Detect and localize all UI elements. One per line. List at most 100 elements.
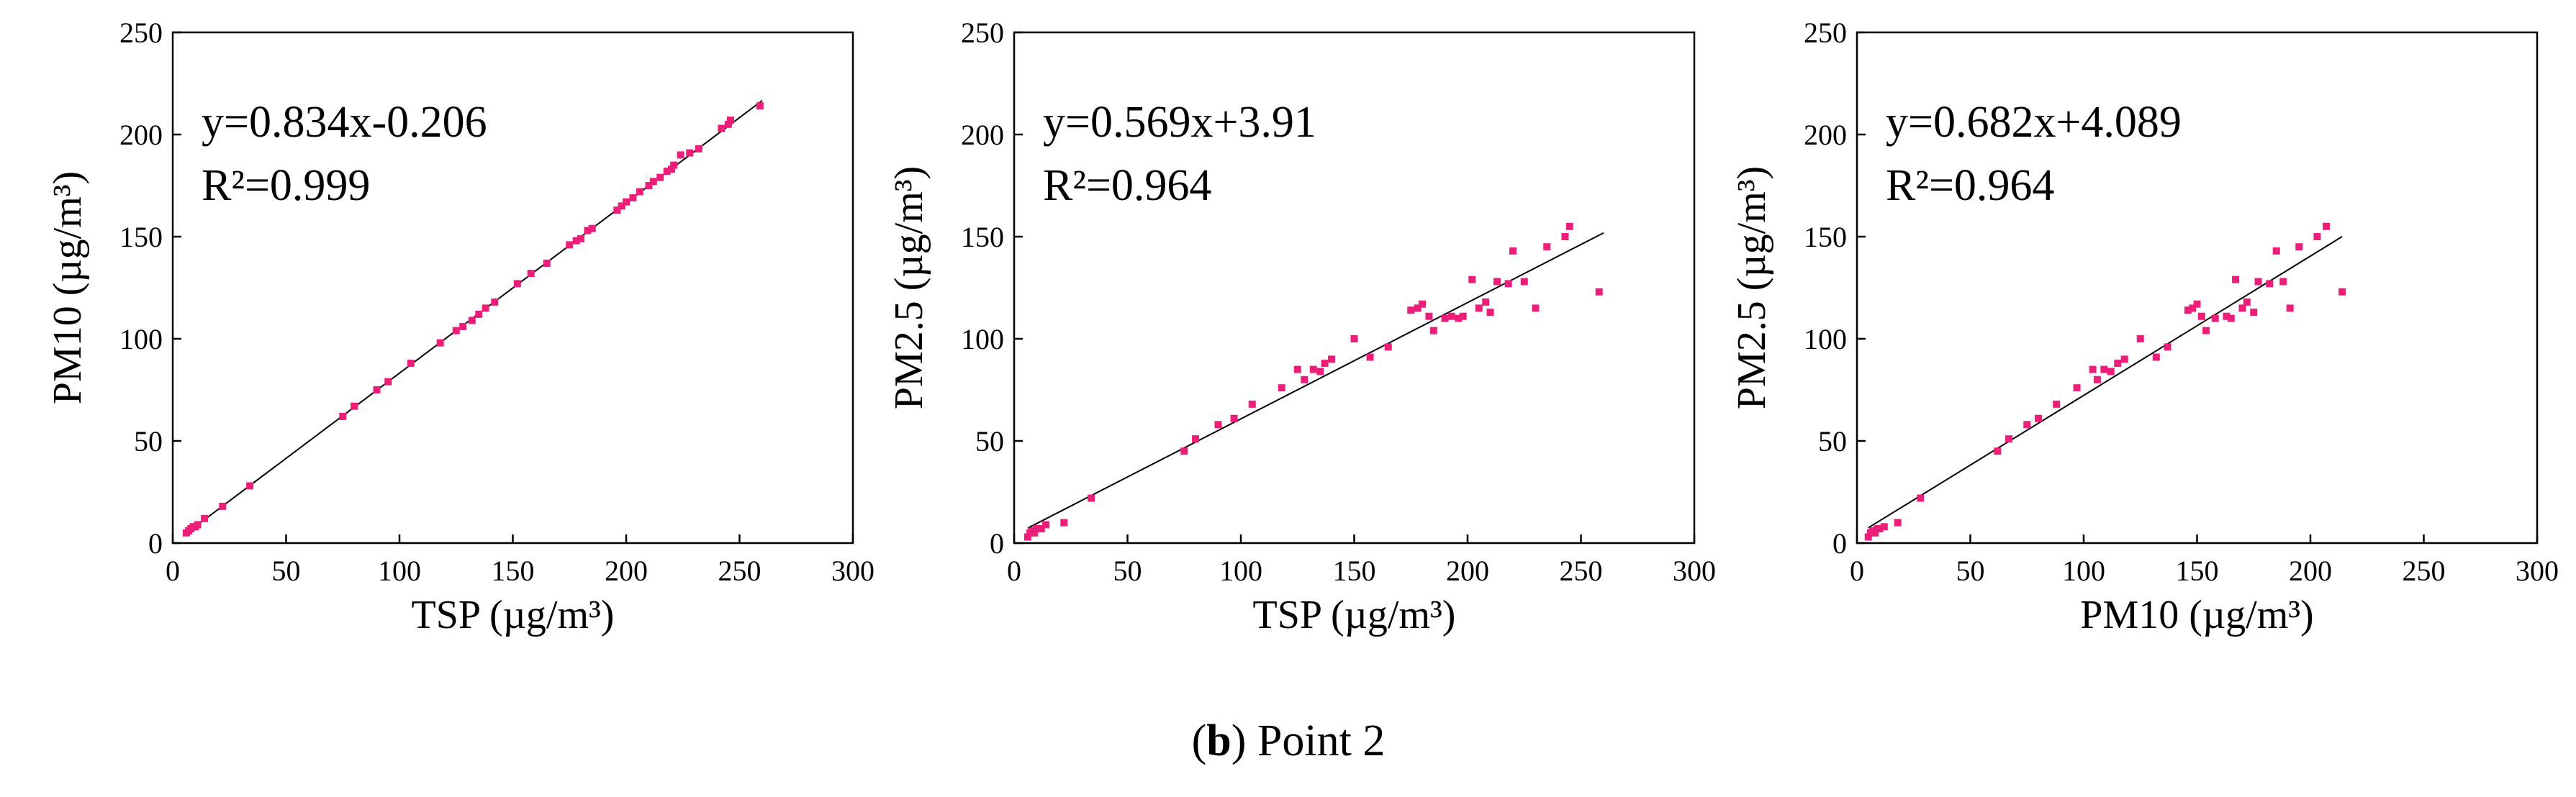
- y-tick-label: 100: [119, 323, 163, 355]
- data-point: [645, 182, 653, 189]
- regression-line: [1027, 232, 1604, 529]
- data-point: [1230, 414, 1238, 422]
- data-point: [1366, 353, 1374, 361]
- regression-equation: y=0.682x+4.089: [1886, 98, 2182, 147]
- data-point: [1309, 365, 1317, 373]
- data-point: [695, 145, 702, 152]
- x-tick-label: 100: [378, 555, 421, 587]
- data-point: [686, 149, 694, 157]
- x-tick-label: 50: [1113, 555, 1142, 587]
- r-squared-label: R²=0.999: [202, 161, 370, 210]
- x-tick-label: 250: [718, 555, 761, 587]
- data-point: [2089, 365, 2097, 373]
- data-point: [1192, 435, 1199, 443]
- data-point: [724, 120, 732, 128]
- y-axis-title: PM2.5 (µg/m³): [887, 166, 931, 409]
- x-tick-label: 300: [1673, 555, 1716, 587]
- data-point: [491, 298, 499, 306]
- data-point: [2023, 421, 2031, 429]
- data-point: [2338, 288, 2346, 296]
- data-point: [2053, 400, 2061, 408]
- x-axis-title: TSP (µg/m³): [412, 593, 615, 637]
- data-point: [1350, 335, 1358, 342]
- data-point: [1455, 314, 1463, 322]
- x-tick-label: 250: [2403, 555, 2446, 587]
- data-point: [2107, 368, 2115, 375]
- data-point: [1248, 400, 1256, 408]
- data-point: [2323, 222, 2331, 230]
- data-point: [373, 386, 381, 393]
- x-tick-label: 50: [272, 555, 301, 587]
- x-tick-label: 100: [1219, 555, 1262, 587]
- data-point: [670, 161, 678, 169]
- data-point: [2279, 278, 2287, 286]
- data-point: [452, 327, 460, 334]
- x-axis-title: TSP (µg/m³): [1253, 593, 1456, 637]
- data-point: [2120, 355, 2128, 363]
- r-squared-label: R²=0.964: [1043, 161, 1211, 210]
- y-tick-label: 0: [990, 527, 1004, 560]
- data-point: [2184, 306, 2192, 314]
- y-tick-label: 250: [119, 17, 163, 49]
- data-point: [475, 310, 483, 318]
- data-point: [201, 514, 209, 522]
- data-point: [351, 402, 358, 410]
- x-tick-label: 0: [166, 555, 180, 587]
- data-point: [1864, 533, 1872, 541]
- data-point: [2238, 304, 2246, 312]
- data-point: [2035, 414, 2042, 422]
- data-point: [1482, 298, 1490, 306]
- data-point: [339, 412, 347, 420]
- data-point: [1595, 288, 1603, 296]
- regression-equation: y=0.834x-0.206: [202, 98, 487, 147]
- data-point: [572, 237, 580, 245]
- data-point: [1180, 447, 1188, 455]
- data-point: [2093, 375, 2101, 383]
- data-point: [2193, 300, 2201, 308]
- data-point: [2005, 435, 2013, 443]
- data-point: [2286, 304, 2294, 312]
- data-point: [649, 178, 657, 186]
- x-tick-label: 200: [605, 555, 648, 587]
- data-point: [1037, 525, 1045, 533]
- data-point: [2211, 314, 2219, 322]
- data-point: [2164, 343, 2171, 351]
- data-point: [2223, 312, 2231, 320]
- r-squared-label: R²=0.964: [1886, 161, 2054, 210]
- data-point: [636, 188, 643, 196]
- chart-panel-pm10-pm25: 0 50 100 150 200 250 300 0 50 100 150 200 250 PM10 (µ…: [1730, 17, 2559, 637]
- data-point: [1316, 368, 1324, 375]
- data-point: [1917, 494, 1925, 502]
- data-point: [726, 117, 734, 124]
- data-point: [756, 102, 764, 110]
- data-point: [1293, 365, 1301, 373]
- y-tick-label: 100: [961, 323, 1004, 355]
- data-point: [2189, 304, 2197, 312]
- data-point: [194, 521, 202, 529]
- y-tick-label: 150: [1804, 221, 1847, 253]
- data-point: [1447, 312, 1455, 320]
- data-point: [566, 241, 574, 249]
- y-tick-label: 50: [975, 425, 1004, 457]
- data-point: [1419, 300, 1426, 308]
- data-point: [677, 151, 684, 159]
- data-point: [584, 227, 592, 234]
- data-point: [1214, 421, 1222, 429]
- data-point: [543, 259, 551, 267]
- data-point: [2295, 243, 2303, 251]
- chart-panel-tsp-pm25: 0 50 100 150 200 250 300 0 50 100 150 200 250 TSP (µg…: [887, 17, 1716, 637]
- data-point: [407, 360, 415, 368]
- data-point: [1033, 525, 1041, 533]
- data-point: [1994, 447, 2002, 455]
- data-point: [468, 316, 476, 324]
- x-tick-label: 100: [2062, 555, 2105, 587]
- data-point: [1328, 355, 1335, 363]
- data-point: [613, 206, 621, 214]
- y-tick-label: 250: [1804, 17, 1847, 49]
- data-point: [1509, 247, 1517, 255]
- data-point: [2100, 365, 2108, 373]
- data-point: [2254, 278, 2262, 286]
- x-tick-label: 200: [1446, 555, 1489, 587]
- data-point: [2197, 312, 2205, 320]
